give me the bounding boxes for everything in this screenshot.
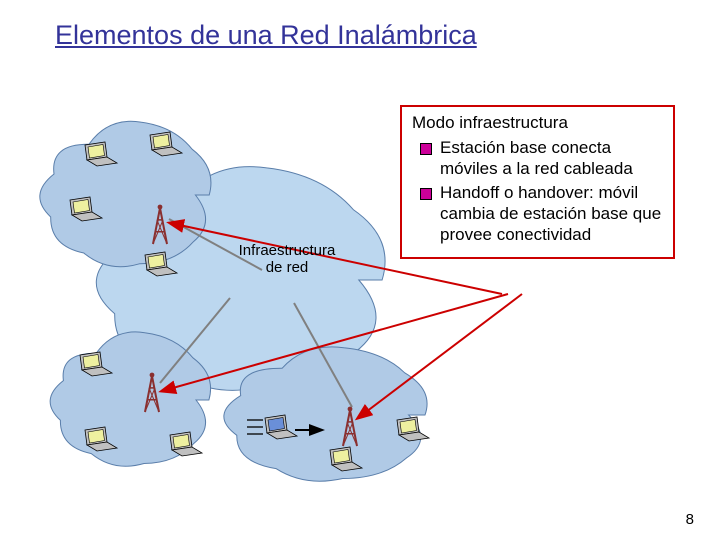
bullet-icon — [420, 188, 432, 200]
page-number: 8 — [686, 511, 694, 528]
network-diagram — [0, 0, 720, 540]
infrastructure-label: Infraestructura de red — [217, 243, 357, 276]
info-bullet-1-text: Estación base conecta móviles a la red c… — [440, 137, 665, 180]
bullet-icon — [420, 143, 432, 155]
info-bullet-2-text: Handoff o handover: móvil cambia de esta… — [440, 182, 665, 246]
info-bullet-2: Handoff o handover: móvil cambia de esta… — [420, 182, 665, 246]
info-box: Modo infraestructura Estación base conec… — [400, 105, 675, 259]
info-bullet-1: Estación base conecta móviles a la red c… — [420, 137, 665, 180]
infra-label-line1: Infraestructura — [239, 242, 336, 259]
cell-top-left-cloud — [40, 121, 211, 266]
info-box-title: Modo infraestructura — [412, 113, 665, 133]
infra-label-line2: de red — [266, 259, 309, 276]
